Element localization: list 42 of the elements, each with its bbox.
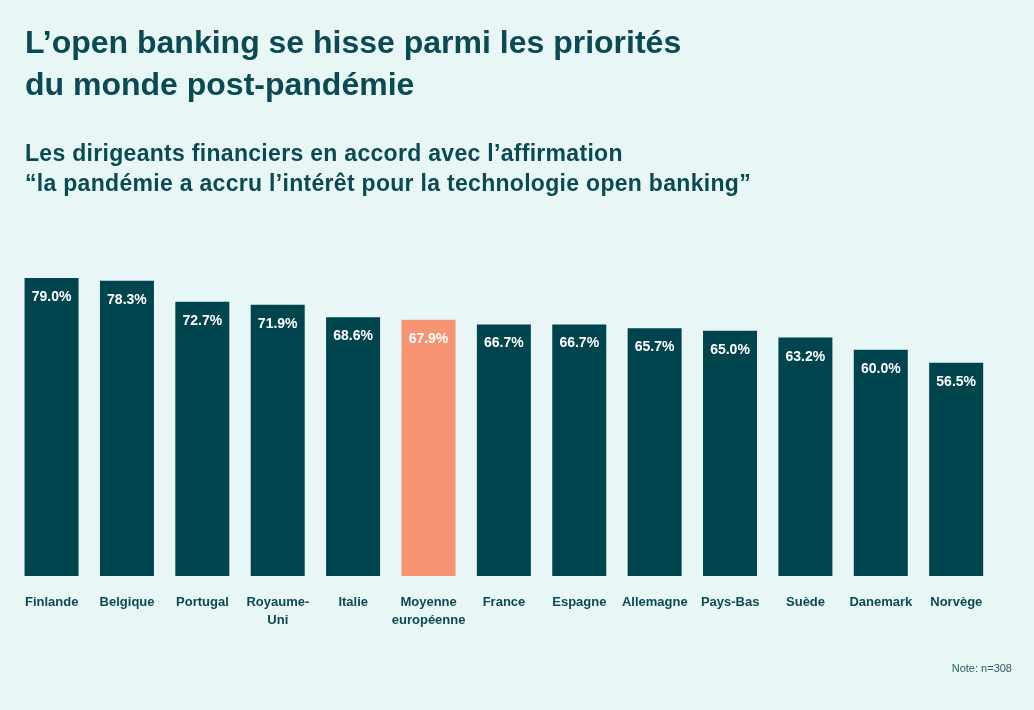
bar xyxy=(853,349,908,576)
x-tick-label: Moyenne européenne xyxy=(391,594,466,627)
bar xyxy=(401,319,456,576)
bar xyxy=(703,330,758,576)
chart-title: L’open banking se hisse parmi les priorités du monde post-pandémie xyxy=(25,23,682,104)
bar xyxy=(476,324,531,576)
data-label: 72.7% xyxy=(182,311,223,328)
bar xyxy=(175,301,230,576)
data-label: 56.5% xyxy=(936,372,977,389)
data-label: 66.7% xyxy=(484,334,525,351)
x-tick-label: Finlande xyxy=(24,594,79,609)
x-tick-label: Danemark xyxy=(849,594,914,609)
x-tick-label: Belgique xyxy=(99,594,155,609)
x-tick-label: Espagne xyxy=(552,594,607,609)
x-tick-label: Suède xyxy=(786,594,826,609)
bar xyxy=(99,280,154,576)
data-label: 71.9% xyxy=(257,314,299,331)
chart-subtitle: Les dirigeants financiers en accord avec l’affirmation “la pandémie a accru l’intérêt pour la technologie open banking” xyxy=(25,139,751,198)
x-tick-label: France xyxy=(482,594,526,609)
x-tick-label: Norvège xyxy=(930,594,983,609)
bar xyxy=(552,324,607,576)
x-tick-label: Portugal xyxy=(176,594,229,609)
bar xyxy=(929,362,984,576)
data-label: 68.6% xyxy=(333,327,374,344)
bar xyxy=(24,278,79,576)
data-label: 63.2% xyxy=(785,347,826,364)
bar xyxy=(326,317,381,576)
data-label: 65.7% xyxy=(634,338,676,355)
text: Note: n=308 xyxy=(951,661,1012,675)
data-label: 78.3% xyxy=(107,290,148,307)
x-tick-label: Pays-Bas xyxy=(700,594,760,609)
bar xyxy=(778,337,833,576)
data-label: 66.7% xyxy=(559,334,600,351)
bar xyxy=(250,304,305,576)
bar xyxy=(627,328,682,576)
x-tick-label: Royaume-Uni xyxy=(246,594,310,627)
data-label: 60.0% xyxy=(860,359,902,376)
data-label: 67.9% xyxy=(408,329,449,346)
data-label: 79.0% xyxy=(31,288,72,304)
data-label: 65.0% xyxy=(710,340,751,357)
x-tick-label: Allemagne xyxy=(621,594,688,609)
x-tick-label: Italie xyxy=(338,594,369,609)
